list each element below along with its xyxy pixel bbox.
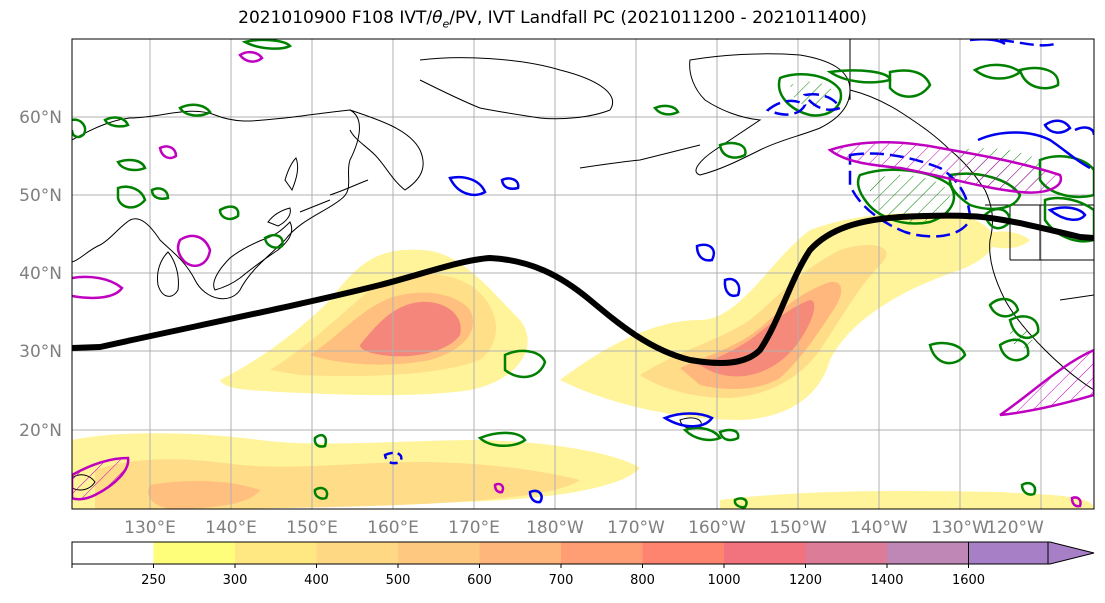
colorbar-outline xyxy=(71,541,1049,565)
colorbar-tick-label: 1000 xyxy=(707,573,740,588)
colorbar-segment xyxy=(72,542,154,564)
lat-label-40: 40°N xyxy=(19,264,62,284)
colorbar-segment xyxy=(724,542,806,564)
lon-label-120w: 120°W xyxy=(986,518,1044,538)
graticule xyxy=(72,39,1094,509)
colorbar-segment xyxy=(153,542,236,564)
map-panel xyxy=(71,38,1095,510)
colorbar-tick-label: 250 xyxy=(141,573,166,588)
colorbar-tick-label: 700 xyxy=(549,573,574,588)
colorbar-segment xyxy=(398,542,480,564)
longitude-labels: 130°E 140°E 150°E 160°E 170°E 180°W 170°… xyxy=(124,518,1044,538)
lon-label-150w: 150°W xyxy=(769,518,827,538)
colorbar-segment xyxy=(561,542,643,564)
lon-label-140e: 140°E xyxy=(205,518,257,538)
lon-label-160e: 160°E xyxy=(367,518,419,538)
lon-label-130e: 130°E xyxy=(124,518,176,538)
colorbar-tick-label: 1600 xyxy=(952,573,985,588)
lat-label-50: 50°N xyxy=(19,186,62,206)
colorbar-tick-label: 500 xyxy=(386,573,411,588)
lon-label-160w: 160°W xyxy=(688,518,746,538)
mag-hatch xyxy=(72,142,1094,500)
colorbar-tick-label: 600 xyxy=(467,573,492,588)
colorbar-tick-label: 1200 xyxy=(789,573,822,588)
coastlines xyxy=(72,39,1094,491)
colorbar-tick-label: 300 xyxy=(223,573,248,588)
colorbar-segment xyxy=(479,542,562,564)
colorbar: 250 300 400 500 600 700 800 1000 1200 1400 1600 xyxy=(71,541,1095,588)
landfall-pc-line xyxy=(72,212,1094,366)
colorbar-segment xyxy=(887,542,969,564)
figure-title: 2021010900 F108 IVT/θe/PV, IVT Landfall … xyxy=(238,8,867,31)
colorbar-tick-label: 800 xyxy=(630,573,655,588)
lat-label-60: 60°N xyxy=(19,108,62,128)
lat-label-20: 20°N xyxy=(19,421,62,441)
colorbar-tick-label: 1400 xyxy=(870,573,903,588)
colorbar-segment xyxy=(968,541,1095,565)
latitude-labels: 60°N 50°N 40°N 30°N 20°N xyxy=(19,108,62,441)
lon-label-150e: 150°E xyxy=(286,518,338,538)
lat-label-30: 30°N xyxy=(19,342,62,362)
lon-label-180w: 180°W xyxy=(526,518,584,538)
map-border xyxy=(71,38,1095,510)
colorbar-segment xyxy=(642,542,725,564)
colorbar-segment xyxy=(805,542,888,564)
lon-label-170w: 170°W xyxy=(607,518,665,538)
colorbar-segment xyxy=(235,542,317,564)
colorbar-tick-label: 400 xyxy=(304,573,329,588)
colorbar-segment xyxy=(316,542,399,564)
lon-label-170e: 170°E xyxy=(448,518,500,538)
lon-label-130w: 130°W xyxy=(931,518,989,538)
lon-label-140w: 140°W xyxy=(850,518,908,538)
